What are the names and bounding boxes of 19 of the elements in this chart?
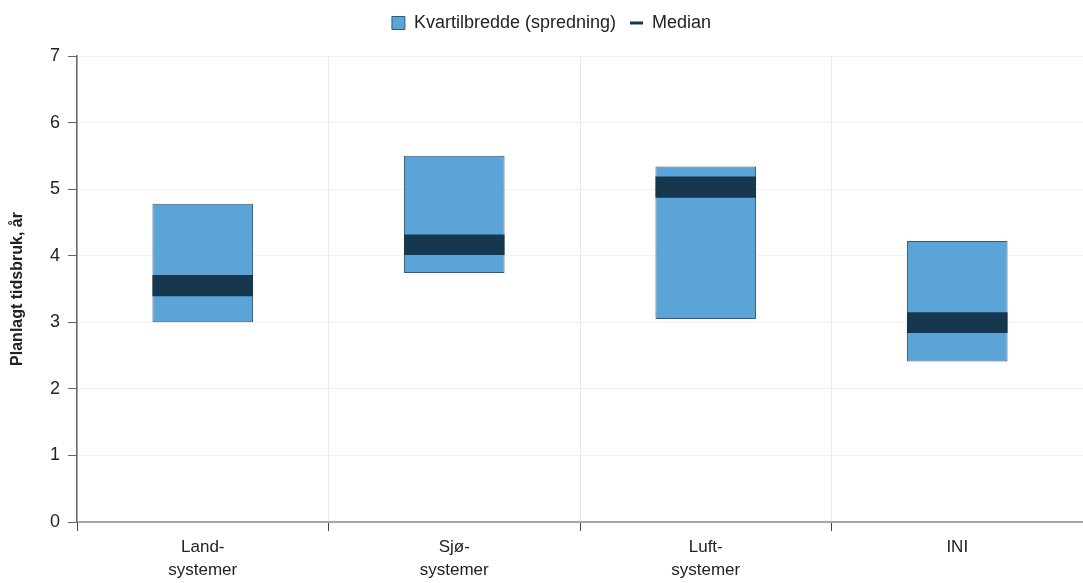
y-tick-label: 4 [49,244,60,265]
y-tick-label: 1 [49,444,60,465]
legend-label: Kvartilbredde (spredning) [413,11,617,32]
x-tick-label: INI [946,536,969,556]
y-tick-label: 6 [49,111,60,132]
x-tick-label: Luft- systemer [671,536,741,580]
y-tick-label: 5 [49,178,60,199]
x-tick-label: Land- systemer [168,536,238,580]
bar [403,234,505,256]
y-axis-title: Planlagt tidsbruk, år [8,212,26,366]
bar [655,176,757,198]
y-tick-label: 3 [49,311,60,332]
bar [906,312,1008,333]
x-tick-label: Sjø- systemer [419,536,490,580]
legend-label: Median [652,11,712,32]
y-tick-label: 7 [49,44,60,65]
y-tick-label: 0 [49,510,60,531]
bar [152,275,254,297]
y-tick-label: 2 [49,377,60,398]
